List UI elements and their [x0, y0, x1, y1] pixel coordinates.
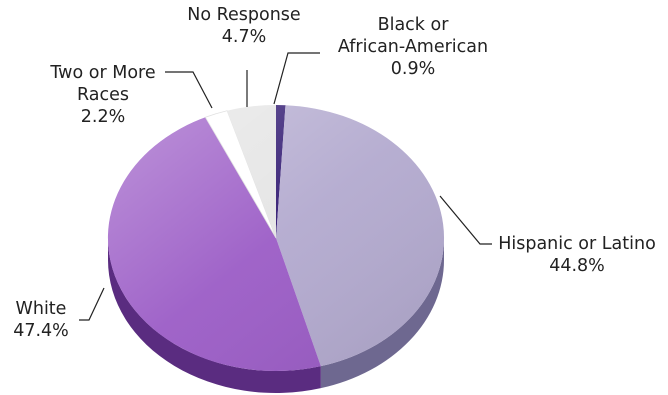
- slice-name-hispanic-or-latino: Hispanic or Latino: [498, 234, 656, 254]
- slice-name-black-or-african-american: African-American: [338, 37, 488, 57]
- leader-line-white: [79, 287, 105, 321]
- slice-value-two-or-more-races: 2.2%: [81, 107, 125, 127]
- slice-value-black-or-african-american: 0.9%: [391, 59, 435, 79]
- slice-value-hispanic-or-latino: 44.8%: [549, 256, 605, 276]
- pie-labels: Black or African-American 0.9% Hispanic or …: [13, 5, 656, 341]
- leader-line-black-or-african-american: [273, 52, 320, 105]
- slice-label-two-or-more-races: Two or More Races 2.2%: [49, 63, 155, 127]
- slice-name-two-or-more-races: Races: [77, 85, 129, 105]
- slice-name-black-or-african-american: Black or: [378, 15, 450, 35]
- leader-line-hispanic-or-latino: [439, 195, 492, 245]
- pie-slices: [107, 104, 445, 372]
- slice-label-no-response: No Response 4.7%: [187, 5, 300, 47]
- slice-name-no-response: No Response: [187, 5, 300, 25]
- slice-value-white: 47.4%: [13, 321, 69, 341]
- slice-label-hispanic-or-latino: Hispanic or Latino 44.8%: [498, 234, 656, 276]
- slice-value-no-response: 4.7%: [222, 27, 266, 47]
- slice-name-white: White: [16, 299, 67, 319]
- slice-label-white: White 47.4%: [13, 299, 69, 341]
- leader-line-two-or-more-races: [165, 71, 213, 109]
- slice-label-black-or-african-american: Black or African-American 0.9%: [338, 15, 488, 79]
- slice-name-two-or-more-races: Two or More: [49, 63, 155, 83]
